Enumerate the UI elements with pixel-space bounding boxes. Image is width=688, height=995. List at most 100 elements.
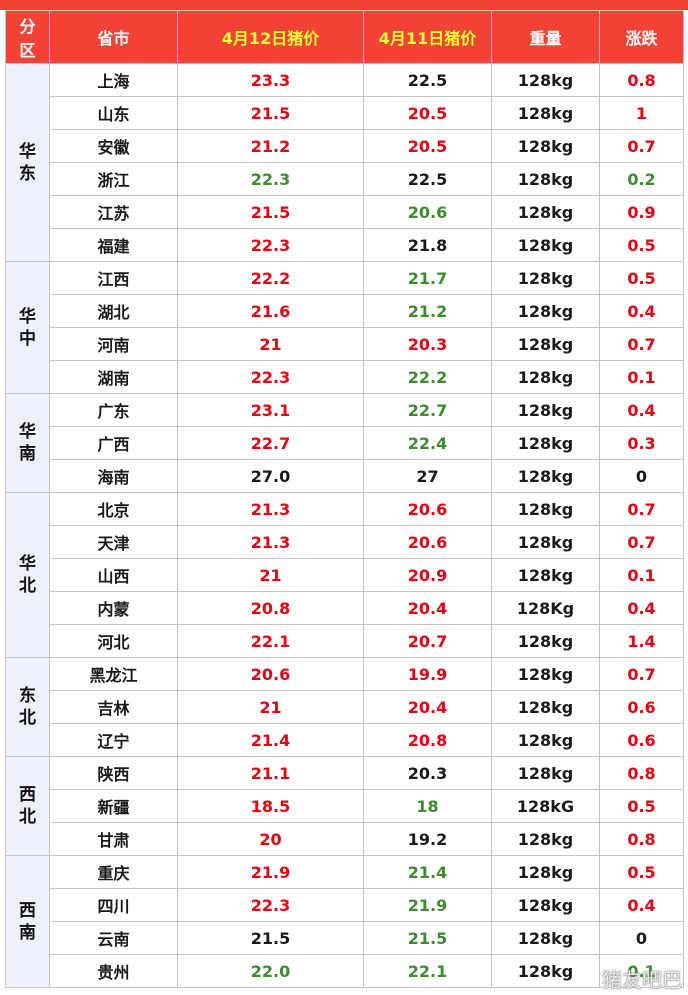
watermark-logo: 猪友吧巴 <box>602 968 682 992</box>
price-yesterday-cell: 20.6 <box>363 195 492 229</box>
price-yesterday-cell: 22.7 <box>363 393 492 427</box>
weight-cell: 128kg <box>491 195 600 229</box>
header-region: 分 区 <box>5 10 50 64</box>
table-row: 浙江 22.3 22.5 128kg 0.2 <box>6 162 684 196</box>
weight-cell: 128kg <box>491 888 600 922</box>
change-cell: 0.1 <box>599 558 684 592</box>
region-char: 北 <box>19 576 36 596</box>
price-today-cell: 21.5 <box>177 195 364 229</box>
region-char: 华 <box>19 422 36 442</box>
header-region-char: 区 <box>19 41 36 60</box>
price-today-cell: 18.5 <box>177 789 364 823</box>
price-yesterday-cell: 21.4 <box>363 855 492 889</box>
change-cell: 0.4 <box>599 393 684 427</box>
province-cell: 天津 <box>49 525 178 559</box>
weight-cell: 128kg <box>491 558 600 592</box>
header-price-yesterday: 4月11日猪价 <box>363 10 492 64</box>
province-cell: 吉林 <box>49 690 178 724</box>
province-cell: 河北 <box>49 624 178 658</box>
change-cell: 0.5 <box>599 855 684 889</box>
table-row: 天津 21.3 20.6 128kg 0.7 <box>6 525 684 559</box>
price-yesterday-cell: 27 <box>363 459 492 493</box>
weight-cell: 128kg <box>491 624 600 658</box>
province-cell: 湖北 <box>49 294 178 328</box>
region-char: 北 <box>19 708 36 728</box>
change-cell: 0.5 <box>599 789 684 823</box>
price-yesterday-cell: 19.9 <box>363 657 492 691</box>
weight-cell: 128kg <box>491 756 600 790</box>
province-cell: 新疆 <box>49 789 178 823</box>
table-row: 湖北 21.6 21.2 128kg 0.4 <box>6 294 684 328</box>
weight-cell: 128kg <box>491 459 600 493</box>
weight-cell: 128kg <box>491 294 600 328</box>
table-row: 河北 22.1 20.7 128kg 1.4 <box>6 624 684 658</box>
region-cell: 华南 <box>5 393 50 493</box>
region-char: 北 <box>19 807 36 827</box>
weight-cell: 128kg <box>491 723 600 757</box>
price-yesterday-cell: 19.2 <box>363 822 492 856</box>
table-row: 山西 21 20.9 128kg 0.1 <box>6 558 684 592</box>
price-today-cell: 23.1 <box>177 393 364 427</box>
province-cell: 四川 <box>49 888 178 922</box>
price-today-cell: 22.0 <box>177 954 364 988</box>
top-banner-strip <box>0 0 688 10</box>
price-today-cell: 20.6 <box>177 657 364 691</box>
price-yesterday-cell: 22.5 <box>363 162 492 196</box>
province-cell: 云南 <box>49 921 178 955</box>
weight-cell: 128kg <box>491 822 600 856</box>
change-cell: 0.7 <box>599 327 684 361</box>
weight-cell: 128kG <box>491 789 600 823</box>
province-cell: 安徽 <box>49 129 178 163</box>
province-cell: 陕西 <box>49 756 178 790</box>
province-cell: 湖南 <box>49 360 178 394</box>
region-char: 南 <box>19 922 36 943</box>
province-cell: 甘肃 <box>49 822 178 856</box>
province-cell: 内蒙 <box>49 591 178 625</box>
table-row: 新疆 18.5 18 128kG 0.5 <box>6 789 684 823</box>
region-char: 中 <box>19 328 36 349</box>
table-row: 吉林 21 20.4 128kg 0.6 <box>6 690 684 724</box>
weight-cell: 128kg <box>491 327 600 361</box>
price-yesterday-cell: 18 <box>363 789 492 823</box>
table-row: 华南广东 23.1 22.7 128kg 0.4 <box>5 393 684 493</box>
price-today-cell: 22.7 <box>177 426 364 460</box>
region-cell: 华中 <box>5 261 50 394</box>
price-yesterday-cell: 22.4 <box>363 426 492 460</box>
price-yesterday-cell: 22.1 <box>363 954 492 988</box>
price-today-cell: 22.1 <box>177 624 364 658</box>
table-row: 云南 21.5 21.5 128kg 0 <box>6 921 684 955</box>
change-cell: 0.2 <box>599 162 684 196</box>
region-char: 华 <box>19 306 36 327</box>
table-row: 甘肃 20 19.2 128kg 0.8 <box>6 822 684 856</box>
table-row: 四川 22.3 21.9 128kg 0.4 <box>6 888 684 922</box>
price-yesterday-cell: 20.7 <box>363 624 492 658</box>
price-today-cell: 21 <box>177 558 364 592</box>
change-cell: 0.6 <box>599 690 684 724</box>
price-today-cell: 21 <box>177 327 364 361</box>
price-yesterday-cell: 20.4 <box>363 690 492 724</box>
table-body: 华东上海 23.3 22.5 128kg 0.8 山东 21.5 20.5 128kg 1 安徽 21… <box>5 63 684 988</box>
province-cell: 黑龙江 <box>49 657 178 691</box>
province-cell: 上海 <box>49 63 178 97</box>
region-char: 东 <box>19 686 36 706</box>
change-cell: 0.5 <box>599 261 684 295</box>
price-yesterday-cell: 20.6 <box>363 492 492 526</box>
weight-cell: 128Kg <box>491 591 600 625</box>
change-cell: 0.4 <box>599 591 684 625</box>
weight-cell: 128kg <box>491 690 600 724</box>
table-row: 河南 21 20.3 128kg 0.7 <box>6 327 684 361</box>
province-cell: 山东 <box>49 96 178 130</box>
price-yesterday-cell: 22.5 <box>363 63 492 97</box>
change-cell: 1.4 <box>599 624 684 658</box>
weight-cell: 128kg <box>491 492 600 526</box>
province-cell: 广西 <box>49 426 178 460</box>
price-today-cell: 22.3 <box>177 228 364 262</box>
weight-cell: 128kg <box>491 393 600 427</box>
region-cell: 西南 <box>5 855 50 988</box>
weight-cell: 128kg <box>491 855 600 889</box>
weight-cell: 128kg <box>491 921 600 955</box>
region-cell: 华北 <box>5 492 50 658</box>
region-char: 西 <box>19 785 36 805</box>
price-today-cell: 21.1 <box>177 756 364 790</box>
table-row: 西南重庆 21.9 21.4 128kg 0.5 <box>5 855 684 988</box>
